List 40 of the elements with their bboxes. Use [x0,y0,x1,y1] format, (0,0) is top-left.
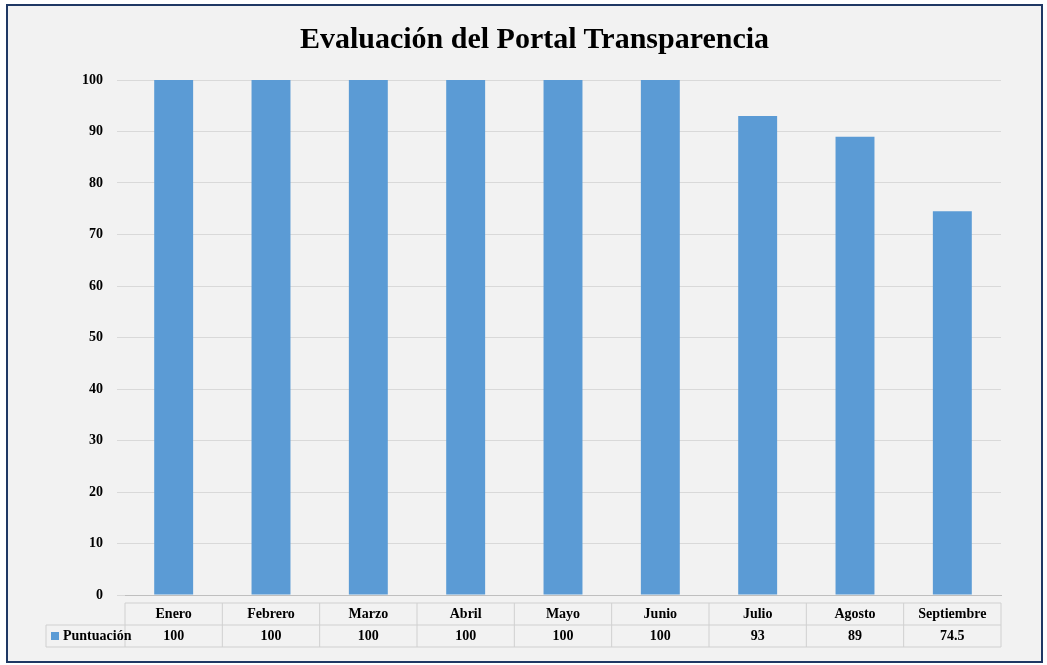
data-label: 100 [552,627,574,643]
chart-title: Evaluación del Portal Transparencia [299,20,770,54]
y-tick-label: 0 [96,586,103,602]
bar [835,136,875,595]
x-tick-label: Mayo [545,605,581,621]
y-tick-label: 40 [89,380,103,396]
x-tick-label: Agosto [834,605,876,621]
data-label: 100 [260,627,282,643]
data-label: 100 [163,627,185,643]
data-label: 100 [357,627,379,643]
data-label: 93 [750,627,765,643]
y-tick-label: 90 [89,123,103,139]
y-tick-label: 70 [89,226,103,242]
data-label: 100 [649,627,671,643]
x-tick-label: Febrero [247,605,295,621]
bar [932,211,972,595]
data-label: 89 [848,627,862,643]
bar [446,80,486,595]
x-tick-label: Junio [643,605,678,621]
x-tick-label: Septiembre [918,605,987,621]
bar [154,80,194,595]
y-tick-label: 10 [89,535,103,551]
x-tick-label: Marzo [348,605,389,621]
bar [738,116,778,595]
x-tick-label: Julio [742,605,773,621]
y-tick-label: 20 [89,483,103,499]
y-tick-label: 30 [89,432,103,448]
bar [640,80,680,595]
y-tick-label: 60 [89,277,103,293]
data-label: 74.5 [940,627,965,643]
y-tick-label: 50 [89,329,103,345]
x-tick-label: Abril [449,605,482,621]
legend-label: Puntuación [63,627,132,643]
data-label: 100 [455,627,477,643]
bar [543,80,583,595]
y-tick-label: 100 [82,71,103,87]
y-tick-label: 80 [89,174,103,190]
x-tick-label: Enero [155,605,192,621]
bar [348,80,388,595]
bar [251,80,291,595]
